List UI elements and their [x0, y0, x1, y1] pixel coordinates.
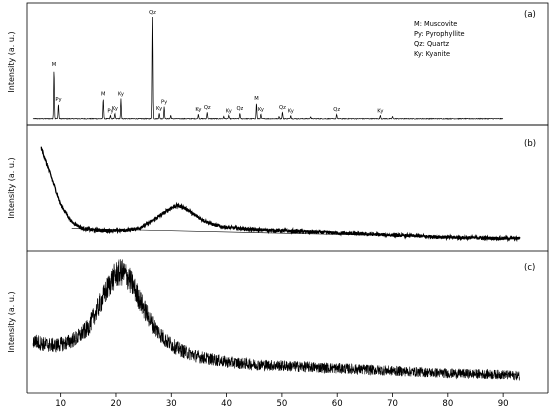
panel-c: (c) Intensity (a. u.) 10 20 30 40 50 60 70 80 90: [7, 251, 549, 409]
x-tick-label: 80: [442, 399, 453, 409]
panel-a-trace: [32, 16, 504, 120]
peak-label: Py: [107, 108, 113, 114]
x-tick-label: 90: [498, 399, 509, 409]
peak-label: M: [52, 62, 56, 68]
panel-b-ylabel: Intensity (a. u.): [7, 157, 16, 218]
panel-b-trace: [40, 146, 521, 243]
peak-label: Ky: [377, 108, 383, 114]
panel-a-tag: (a): [524, 10, 536, 20]
peak-label: Qz: [333, 107, 340, 113]
x-tick-label: 20: [111, 399, 122, 409]
x-tick-label: 60: [332, 399, 343, 409]
peak-label: Qz: [279, 105, 286, 111]
peak-label: Ky: [112, 106, 118, 112]
legend-entry: Py: Pyrophyllite: [414, 30, 465, 38]
peak-label: Qz: [236, 106, 243, 112]
panel-b-frame: [26, 124, 549, 252]
legend-entry: Ky: Kyanite: [414, 50, 450, 58]
peak-label: Ky: [118, 91, 124, 97]
panel-a: (a) Intensity (a. u.) M: Muscovite Py: Py…: [7, 2, 549, 126]
legend-entry: Qz: Quartz: [414, 40, 450, 48]
legend-entry: M: Muscovite: [414, 20, 457, 28]
panel-c-ylabel: Intensity (a. u.): [7, 291, 16, 352]
peak-label: Ky: [288, 108, 294, 114]
peak-label: M: [101, 91, 105, 97]
peak-label: M: [254, 96, 258, 102]
x-tick-label: 70: [387, 399, 398, 409]
panel-a-frame: [26, 2, 549, 126]
panel-c-x-ticks: 10 20 30 40 50 60 70 80 90: [55, 393, 509, 409]
panel-c-trace: [32, 259, 520, 381]
panel-a-ylabel: Intensity (a. u.): [7, 31, 16, 92]
x-tick-label: 30: [166, 399, 177, 409]
panel-b-tag: (b): [524, 139, 536, 149]
x-tick-label: 50: [276, 399, 287, 409]
peak-label: Ky: [226, 108, 232, 114]
x-tick-label: 10: [55, 399, 66, 409]
peak-label: Py: [55, 97, 61, 103]
peak-label: Ky: [195, 107, 201, 113]
peak-label: Qz: [149, 10, 156, 16]
peak-label: Qz: [204, 105, 211, 111]
panel-a-legend: M: Muscovite Py: Pyrophyllite Qz: Quartz Ky…: [414, 20, 465, 58]
panel-c-tag: (c): [524, 263, 535, 273]
x-tick-label: 40: [221, 399, 232, 409]
peak-label: Ky: [156, 106, 162, 112]
peak-label: Py: [161, 99, 167, 105]
panel-b: (b) Intensity (a. u.): [7, 124, 549, 252]
peak-label: Ky: [258, 107, 264, 113]
